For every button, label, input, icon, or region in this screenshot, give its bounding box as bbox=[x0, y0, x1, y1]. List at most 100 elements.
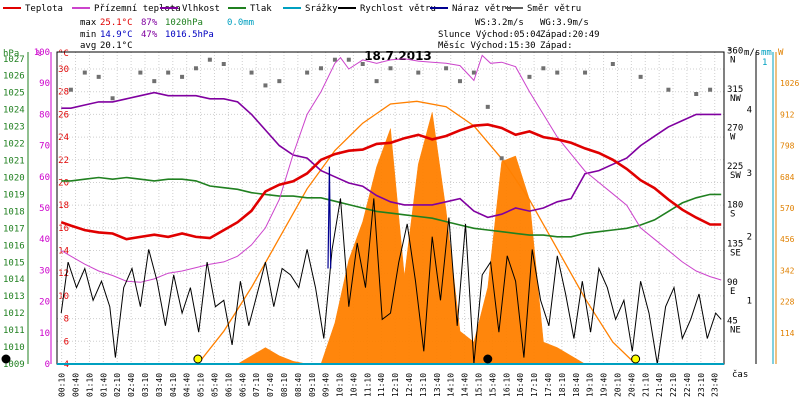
axis-time-tick: 03:40 bbox=[155, 373, 164, 397]
wind-direction-point bbox=[444, 66, 449, 71]
axis-humidity-tick: 100 bbox=[34, 48, 50, 58]
stats-min-hum: 47% bbox=[141, 30, 158, 40]
axis-solar-tick: 684 bbox=[780, 173, 795, 182]
axis-direction-name: S bbox=[730, 210, 735, 220]
legend-label: Přízemní teplota bbox=[94, 4, 181, 14]
axis-time-tick: 05:40 bbox=[210, 373, 219, 397]
axis-time-tick: 05:10 bbox=[197, 373, 206, 397]
series-wind-gust bbox=[327, 166, 332, 269]
wind-direction-point bbox=[277, 79, 282, 84]
axis-time-tick: 08:10 bbox=[280, 373, 289, 397]
axis-hpa-tick: 1027 bbox=[3, 55, 25, 65]
info-moon-rise: Měsíc Východ:15:30 bbox=[438, 41, 536, 51]
legend: Teplota Přízemní teplota Vlhkost Tlak Srážky… bbox=[3, 4, 581, 14]
wind-direction-point bbox=[332, 57, 337, 62]
stats-avg-label: avg bbox=[80, 41, 96, 51]
legend-label: Srážky bbox=[305, 4, 338, 14]
legend-label: Tlak bbox=[250, 4, 272, 14]
series-solar-curve bbox=[197, 100, 637, 365]
axis-temperature-tick: 26 bbox=[58, 110, 69, 120]
axis-time-tick: 00:40 bbox=[72, 373, 81, 397]
wind-direction-point bbox=[388, 66, 393, 71]
axis-time-tick: 10:10 bbox=[336, 373, 345, 397]
axis-time: 00:10 00:40 01:10 01:40 02:10 02:40 03:10 03:40… bbox=[58, 369, 749, 397]
legend-item: Rychlost větru bbox=[338, 4, 436, 14]
axis-time-tick: 01:10 bbox=[85, 373, 94, 397]
wind-direction-point bbox=[82, 70, 87, 75]
stats-max-hum: 87% bbox=[141, 18, 158, 28]
axis-time-tick: 00:10 bbox=[58, 373, 67, 397]
axis-temperature: °C3028262422201816141210864 bbox=[58, 49, 69, 370]
axis-time-tick: 23:40 bbox=[711, 373, 720, 397]
axis-humidity-tick: 50 bbox=[39, 204, 50, 214]
axis-hpa-tick: 1019 bbox=[3, 190, 25, 200]
axis-direction-name: E bbox=[730, 287, 735, 297]
axis-hpa-tick: 1011 bbox=[3, 326, 25, 336]
axis-temperature-tick: 30 bbox=[58, 65, 69, 75]
axis-temperature-tick: 20 bbox=[58, 178, 69, 188]
axis-temperature-tick: 18 bbox=[58, 201, 69, 211]
moon-marker bbox=[1, 354, 11, 364]
axis-wind-speed-tick: 4 bbox=[747, 105, 752, 115]
axis-direction-name: NW bbox=[730, 94, 741, 104]
wind-direction-point bbox=[96, 74, 101, 79]
series-solar-area bbox=[196, 112, 627, 365]
axis-wind-speed-unit: m/s bbox=[744, 48, 760, 58]
axis-time-tick: 13:10 bbox=[419, 373, 428, 397]
axis-direction-name: NE bbox=[730, 325, 741, 335]
axis-humidity-tick: 10 bbox=[39, 329, 50, 339]
axis-humidity-tick: 90 bbox=[39, 79, 50, 89]
stats-min-label: min bbox=[80, 30, 96, 40]
axis-wind-speed: m/s 4 3 2 1 bbox=[744, 48, 760, 364]
wind-direction-point bbox=[249, 70, 254, 75]
wind-direction-point bbox=[485, 104, 490, 109]
legend-item: Tlak bbox=[228, 4, 272, 14]
series-pressure bbox=[61, 176, 722, 238]
axis-time-tick: 06:40 bbox=[238, 373, 247, 397]
axis-solar-tick: 570 bbox=[780, 204, 795, 213]
axis-humidity-tick: 20 bbox=[39, 298, 50, 308]
axis-solar-tick: 114 bbox=[780, 329, 795, 338]
axis-humidity-tick: 60 bbox=[39, 173, 50, 183]
axis-solar-tick: 228 bbox=[780, 298, 795, 307]
axis-hpa-tick: 1018 bbox=[3, 207, 25, 217]
series-temperature bbox=[60, 123, 722, 241]
wind-direction-point bbox=[180, 74, 185, 79]
axis-time-tick: 08:40 bbox=[294, 373, 303, 397]
axis-humidity-tick: 80 bbox=[39, 110, 50, 120]
axis-time-tick: 01:40 bbox=[99, 373, 108, 397]
axis-direction-deg: 180 bbox=[727, 201, 743, 211]
axis-humidity-tick: 70 bbox=[39, 142, 50, 152]
axis-solar-tick: 342 bbox=[780, 266, 795, 275]
info-wg: WG:3.9m/s bbox=[540, 18, 589, 28]
axis-time-tick: 12:40 bbox=[405, 373, 414, 397]
axis-hpa-tick: 1017 bbox=[3, 224, 25, 234]
axis-time-tick: 16:10 bbox=[502, 373, 511, 397]
axis-hpa-tick: 1021 bbox=[3, 157, 25, 167]
axis-temperature-tick: 16 bbox=[58, 224, 69, 234]
wind-direction-point bbox=[360, 62, 365, 66]
axis-time-tick: 02:10 bbox=[113, 373, 122, 397]
axis-time-tick: 15:40 bbox=[488, 373, 497, 397]
series-humidity bbox=[61, 91, 722, 219]
axis-temperature-tick: 6 bbox=[64, 337, 69, 347]
axis-direction-name: SE bbox=[730, 248, 741, 258]
axis-direction-deg: 315 bbox=[727, 85, 743, 95]
wind-direction-point bbox=[541, 66, 546, 71]
wind-direction-point bbox=[152, 79, 157, 84]
axis-solar: W 1026 912 798 684 570 456 342 228 114 bbox=[775, 48, 799, 364]
wind-direction-point bbox=[457, 79, 462, 84]
legend-label: Teplota bbox=[25, 4, 63, 14]
info-sun-rise: Slunce Východ:05:04 bbox=[438, 30, 541, 40]
axis-humidity-tick: 30 bbox=[39, 266, 50, 276]
axis-hpa-tick: 1013 bbox=[3, 292, 25, 302]
legend-item: Srážky bbox=[283, 4, 338, 14]
axis-humidity-unit: % bbox=[36, 49, 42, 59]
stats-min-press: 1016.5hPa bbox=[165, 30, 214, 40]
stats-min-temp: 14.9°C bbox=[100, 30, 133, 40]
axis-solar-tick: 798 bbox=[780, 142, 795, 151]
info-sun-set: Západ:20:49 bbox=[540, 30, 600, 40]
axis-time-tick: 07:40 bbox=[266, 373, 275, 397]
